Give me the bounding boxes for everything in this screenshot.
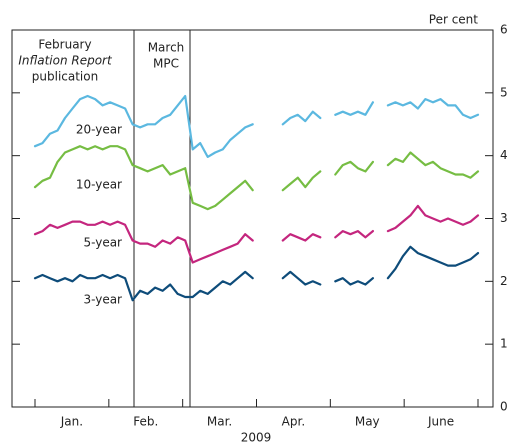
annotation: February (38, 38, 91, 52)
annotation: Inflation Report (18, 54, 113, 68)
x-tick-label: Apr. (282, 415, 305, 429)
series-line (33, 94, 480, 158)
y-tick-label: 4 (500, 148, 508, 162)
y-tick-label: 2 (500, 274, 508, 288)
x-tick-label: Mar. (207, 415, 232, 429)
annotation: publication (32, 70, 98, 84)
series-line (33, 145, 480, 211)
annotation: March (148, 41, 185, 55)
series-label: 5-year (83, 236, 122, 250)
series-label: 20-year (76, 123, 122, 137)
y-tick-label: 6 (500, 23, 508, 37)
x-tick-label: Jan. (60, 415, 83, 429)
series-label: 3-year (83, 293, 122, 307)
x-tick-label: June (427, 415, 454, 429)
y-tick-label: 1 (500, 337, 508, 351)
y-tick-label: 3 (500, 211, 508, 225)
y-tick-label: 0 (500, 400, 508, 414)
y-tick-label: 5 (500, 85, 508, 99)
x-tick-label: May (355, 415, 380, 429)
y-axis-label: Per cent (429, 13, 479, 27)
series-line (33, 245, 480, 302)
annotation: MPC (153, 57, 179, 71)
x-axis-label: 2009 (241, 431, 272, 445)
series-label: 10-year (76, 178, 122, 192)
series-line (33, 204, 480, 264)
plot-frame (11, 29, 494, 408)
x-tick-label: Feb. (133, 415, 158, 429)
